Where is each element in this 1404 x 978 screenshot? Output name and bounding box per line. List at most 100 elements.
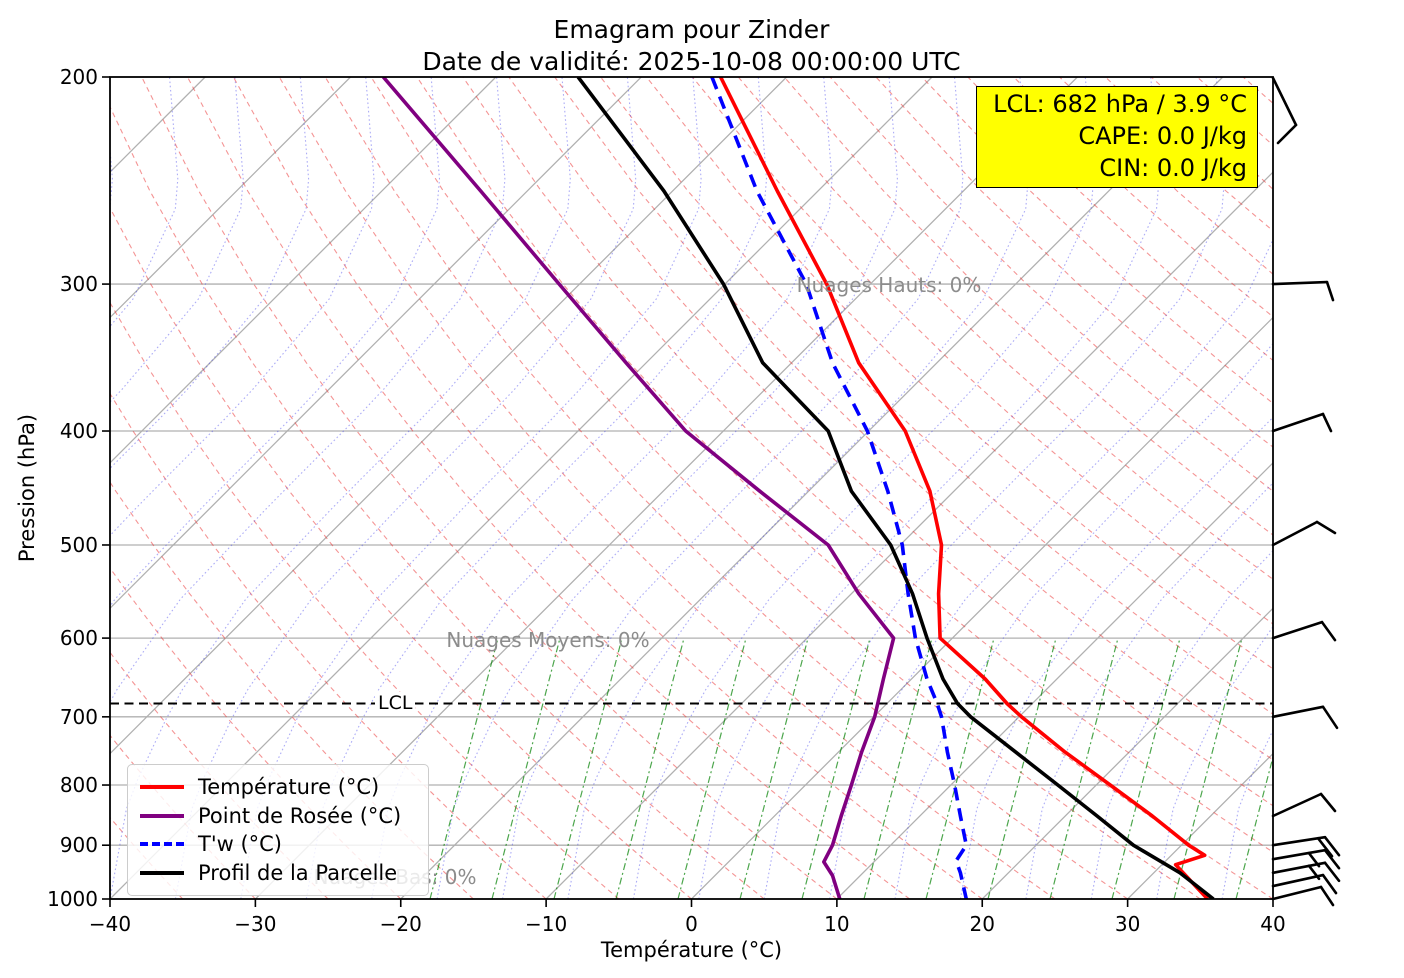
- isotherm-gridline: [400, 77, 1224, 899]
- dry-adiabat-line: [1242, 77, 1273, 105]
- y-tick-label: 600: [59, 626, 98, 651]
- y-tick-label: 1000: [47, 887, 98, 911]
- wind-barb: [1271, 873, 1325, 888]
- isotherm-gridline: [981, 607, 1273, 899]
- moist-adiabat-line: [632, 77, 1095, 899]
- high-clouds-annotation: Nuages Hauts: 0%: [796, 273, 982, 297]
- wind-barb: [1271, 412, 1325, 433]
- dry-adiabat-line: [1150, 77, 1273, 190]
- moist-adiabat-line: [371, 77, 833, 899]
- y-tick-label: 900: [59, 833, 98, 858]
- y-tick-label: 500: [59, 532, 98, 557]
- legend-label-parcel: Profil de la Parcelle: [198, 860, 398, 885]
- isotherm-gridline: [110, 77, 788, 755]
- wind-barb: [1321, 412, 1333, 433]
- x-tick-label: 20: [969, 912, 995, 936]
- dewpoint-line-swatch: [140, 813, 184, 818]
- isotherm-gridline: [110, 77, 642, 610]
- wind-barb: [1316, 836, 1334, 858]
- moist-adiabat-line: [1156, 625, 1273, 899]
- moist-adiabat-line: [501, 77, 964, 899]
- wind-barb: [1320, 620, 1337, 642]
- isotherm-gridline: [254, 77, 1078, 899]
- isotherm-gridline: [836, 461, 1273, 899]
- dry-adiabat-line: [1289, 77, 1404, 899]
- mid-clouds-annotation: Nuages Moyens: 0%: [446, 628, 650, 652]
- dry-adiabat-line: [110, 567, 402, 899]
- parcel-profile-curve: [576, 77, 1215, 899]
- legend-label-dewpoint: Point de Rosée (°C): [198, 803, 402, 828]
- dry-adiabat-line: [829, 77, 1273, 492]
- dry-adiabat-line: [875, 77, 1273, 448]
- mixing-ratio-line: [615, 637, 685, 899]
- moist-adiabat-line: [174, 77, 637, 899]
- temperature-line-swatch: [140, 785, 184, 790]
- moist-adiabat-line: [959, 416, 1273, 899]
- moist-adiabat-line: [894, 342, 1273, 899]
- mixing-ratio-line: [429, 637, 499, 899]
- y-axis-title: Pression (hPa): [15, 413, 39, 563]
- moist-adiabat-line: [1221, 728, 1273, 899]
- dry-adiabat-line: [967, 77, 1273, 362]
- moist-adiabat-line: [110, 77, 506, 704]
- lcl-line-label: LCL: [375, 692, 416, 714]
- wind-barb: [1271, 848, 1327, 861]
- dry-adiabat-line: [110, 206, 692, 899]
- dry-adiabat-line: [783, 77, 1273, 536]
- cin-value: CIN: 0.0 J/kg: [1099, 154, 1247, 182]
- mixing-ratio-line: [491, 637, 561, 899]
- legend-item-wetbulb: T'w (°C): [140, 830, 416, 859]
- dry-adiabat-line: [737, 77, 1273, 580]
- wind-barb: [1319, 792, 1337, 813]
- mixing-ratio-line: [1111, 637, 1181, 899]
- moist-adiabat-line: [240, 77, 702, 899]
- dry-adiabat-line: [370, 77, 1201, 899]
- chart-subtitle: Date de validité: 2025-10-08 00:00:00 UT…: [422, 47, 961, 76]
- chart-title-block: Emagram pour Zinder Date de validité: 20…: [110, 14, 1273, 78]
- legend-item-dewpoint: Point de Rosée (°C): [140, 802, 416, 831]
- wind-barb: [1271, 620, 1324, 640]
- x-tick-label: −30: [234, 912, 277, 936]
- cape-value: CAPE: 0.0 J/kg: [1078, 122, 1247, 150]
- wind-barb: [1325, 280, 1335, 302]
- moist-adiabat-line: [1288, 77, 1404, 899]
- wind-barb: [1315, 520, 1337, 535]
- legend-label-temperature: Température (°C): [198, 775, 380, 800]
- dry-adiabat-line: [110, 105, 765, 899]
- moist-adiabat-line: [110, 77, 244, 403]
- wind-barb: [1323, 848, 1341, 870]
- wind-barb: [1271, 280, 1329, 286]
- temperature-curve: [718, 77, 1209, 899]
- moist-adiabat-line: [110, 77, 310, 470]
- wetbulb-line-swatch: [140, 842, 184, 847]
- legend-item-temperature: Température (°C): [140, 773, 416, 802]
- moist-adiabat-line: [698, 77, 1160, 899]
- dry-adiabat-line: [187, 77, 910, 899]
- mixing-ratio-line: [1360, 638, 1404, 899]
- y-tick-label: 700: [59, 704, 98, 729]
- x-tick-label: 30: [1114, 912, 1141, 936]
- dry-adiabat-line: [921, 77, 1273, 405]
- isotherm-gridline: [1272, 898, 1273, 899]
- y-tick-label: 300: [59, 272, 98, 297]
- legend-label-wetbulb: T'w (°C): [198, 832, 282, 857]
- dewpoint-curve: [381, 77, 896, 899]
- moist-adiabat-line: [305, 77, 768, 899]
- x-axis-title: Température (°C): [600, 938, 783, 962]
- dry-adiabat-line: [600, 77, 1273, 715]
- dry-adiabat-line: [508, 77, 1273, 807]
- mixing-ratio-line: [801, 637, 871, 899]
- wind-barb: [1321, 873, 1338, 895]
- parcel-line-swatch: [140, 870, 184, 875]
- x-tick-label: 0: [685, 912, 698, 936]
- isotherm-gridline: [545, 171, 1273, 899]
- wind-barb: [1271, 835, 1327, 847]
- chart-title: Emagram pour Zinder: [553, 15, 830, 44]
- isotherm-gridline: [110, 77, 497, 464]
- moist-adiabat-line: [567, 77, 1029, 899]
- y-tick-label: 400: [59, 419, 98, 444]
- wind-barb: [1271, 885, 1323, 901]
- x-tick-label: −40: [88, 912, 132, 936]
- y-tick-label: 200: [59, 65, 98, 89]
- isotherm-gridline: [110, 77, 351, 319]
